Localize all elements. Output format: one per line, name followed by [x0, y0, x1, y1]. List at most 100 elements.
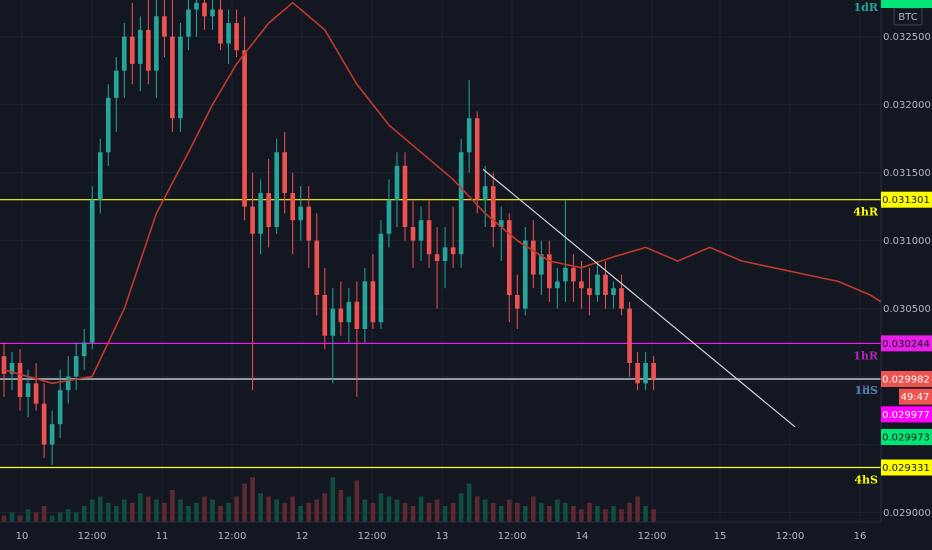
- volume-bar: [563, 502, 568, 522]
- candle-body: [490, 186, 496, 228]
- volume-bar: [611, 506, 616, 522]
- volume-bar: [378, 493, 384, 522]
- y-tick-label: 0.030500: [883, 304, 931, 315]
- volume-bar: [186, 506, 191, 522]
- candle-body: [218, 9, 223, 44]
- volume-bar: [619, 509, 624, 522]
- price-tags: 0.031301 0.030244 0.029331 0.029982 49:47 0.0…: [881, 191, 932, 476]
- volume-bar: [571, 506, 576, 522]
- candle-body: [65, 376, 71, 391]
- x-tick-label: 12:00: [78, 531, 107, 542]
- candle-body: [514, 294, 520, 309]
- x-tick-label: 12: [296, 531, 309, 542]
- candle-body: [643, 362, 648, 384]
- volume-bar: [474, 496, 480, 522]
- volume-bar: [322, 493, 328, 522]
- candle-body: [226, 23, 231, 44]
- volume-bar: [514, 502, 520, 522]
- candle-body: [386, 199, 392, 234]
- candle-body: [274, 152, 279, 228]
- volume-bar: [218, 506, 223, 522]
- volume-bar: [1, 515, 7, 522]
- volume-bar: [105, 502, 111, 522]
- volume-bar: [531, 496, 536, 522]
- candle-body: [579, 281, 584, 289]
- candle-body: [282, 152, 287, 194]
- candle-body: [57, 390, 63, 425]
- candle-body: [506, 220, 512, 295]
- candle-body: [563, 267, 568, 282]
- candle-body: [81, 342, 87, 357]
- candle-body: [33, 383, 39, 404]
- volume-bar: [130, 502, 135, 522]
- volume-bar: [81, 506, 87, 522]
- volume-bar: [651, 509, 656, 522]
- candle-body: [555, 281, 560, 289]
- level-price-tag-text: 0.030244: [882, 339, 930, 350]
- candle-body: [603, 274, 608, 295]
- candle-body: [531, 240, 536, 275]
- volume-bar: [57, 512, 63, 522]
- candle-body: [450, 247, 456, 255]
- price-tag-text: 0.029973: [882, 433, 930, 444]
- x-tick-label: 12:00: [218, 531, 247, 542]
- candle-body: [394, 165, 400, 200]
- volume-bar: [523, 506, 528, 522]
- candle-body: [154, 16, 159, 71]
- candle-body: [547, 254, 552, 289]
- overlays: [3, 1, 932, 428]
- candle-body: [113, 70, 119, 98]
- symbol-badge[interactable]: BTC: [893, 7, 923, 26]
- candle-body: [539, 254, 544, 275]
- candle-body: [571, 267, 576, 282]
- price-tag: [881, 406, 932, 423]
- candle-body: [595, 274, 600, 295]
- volume-bar: [498, 506, 504, 522]
- volume-bar: [346, 496, 352, 522]
- candle-body: [402, 165, 408, 228]
- volume-bar: [210, 499, 215, 522]
- level-label-1dS: 1dS: [855, 384, 878, 397]
- volume-bar: [394, 499, 400, 522]
- level-label-4hS: 4hS: [854, 473, 878, 486]
- candle-body: [25, 383, 31, 397]
- price-tag-text: 0.029977: [882, 410, 930, 421]
- volume-bar: [178, 499, 183, 522]
- time-axis[interactable]: [0, 521, 932, 550]
- level-label-1hR: 1hR: [853, 349, 879, 362]
- trend-line[interactable]: [482, 168, 796, 428]
- candle-body: [410, 227, 416, 241]
- volume-bar: [458, 493, 464, 522]
- volume-bar: [555, 499, 560, 522]
- x-tick-label: 12:00: [638, 531, 667, 542]
- volume-bar: [506, 499, 512, 522]
- x-tick-label: 16: [854, 531, 867, 542]
- volume-bar: [41, 506, 47, 522]
- volume-bar: [170, 490, 175, 522]
- candle-body: [1, 356, 7, 374]
- volume-bar: [587, 502, 592, 522]
- candle-body: [162, 16, 167, 37]
- candle-body: [426, 220, 432, 255]
- volume-bar: [338, 490, 344, 522]
- candle-body: [627, 308, 632, 363]
- volume-bar: [354, 480, 360, 522]
- volume-bar: [202, 496, 207, 522]
- volume-bar: [579, 509, 584, 522]
- volume-bar: [9, 512, 15, 522]
- volume-bar: [274, 499, 279, 522]
- volume-bar: [97, 496, 103, 522]
- candle-body: [258, 193, 263, 234]
- volume-bar: [450, 502, 456, 522]
- price-tag: [881, 429, 932, 446]
- candle-body: [346, 301, 352, 323]
- volume-bar: [330, 477, 336, 522]
- candle-body: [9, 362, 15, 374]
- candle-body: [73, 356, 79, 377]
- volume-bar: [242, 483, 247, 522]
- volume-bar: [266, 496, 271, 522]
- candle-body: [170, 36, 175, 119]
